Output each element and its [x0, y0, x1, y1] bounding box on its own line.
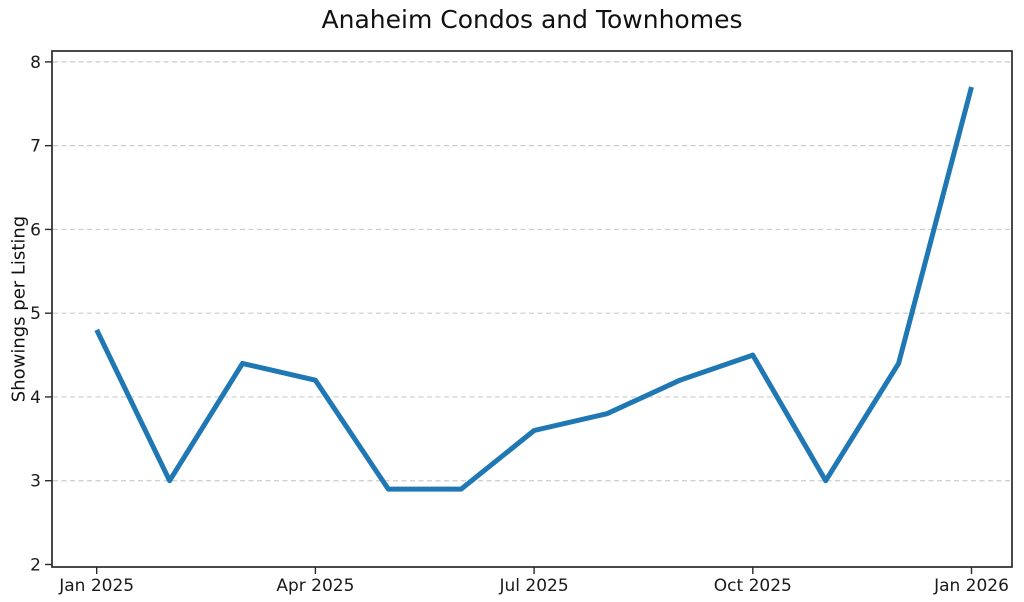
y-tick-label: 3	[30, 472, 41, 492]
x-tick-label: Jul 2025	[499, 576, 569, 596]
y-tick-label: 5	[30, 304, 41, 324]
y-tick-label: 7	[30, 137, 41, 157]
y-tick-label: 4	[30, 388, 41, 408]
x-tick-label: Oct 2025	[714, 576, 792, 596]
chart-title: Anaheim Condos and Townhomes	[321, 5, 743, 34]
x-tick-label: Jan 2026	[933, 576, 1009, 596]
plot-border	[51, 50, 1013, 568]
y-tick-label: 2	[30, 555, 41, 575]
x-tick-label: Apr 2025	[276, 576, 354, 596]
y-tick-label: 6	[30, 220, 41, 240]
y-tick-label: 8	[30, 53, 41, 73]
x-tick-label: Jan 2025	[58, 576, 134, 596]
data-line	[94, 86, 974, 492]
